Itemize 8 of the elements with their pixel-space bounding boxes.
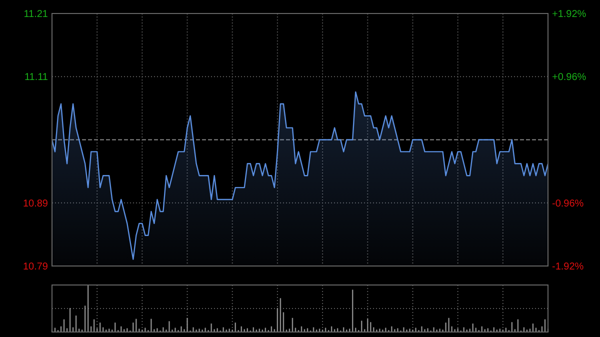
- y-tick-label: 11.11: [24, 72, 48, 84]
- y-tick-label: 10.89: [22, 198, 48, 210]
- y2-tick-label: +1.92%: [552, 9, 586, 20]
- y2-tick-label: -1.92%: [552, 262, 584, 272]
- y-tick-label: 10.79: [22, 262, 48, 272]
- y2-tick-label: -0.96%: [552, 198, 584, 210]
- y2-tick-label: +0.96%: [552, 72, 586, 84]
- y-tick-label: 11.21: [24, 9, 48, 20]
